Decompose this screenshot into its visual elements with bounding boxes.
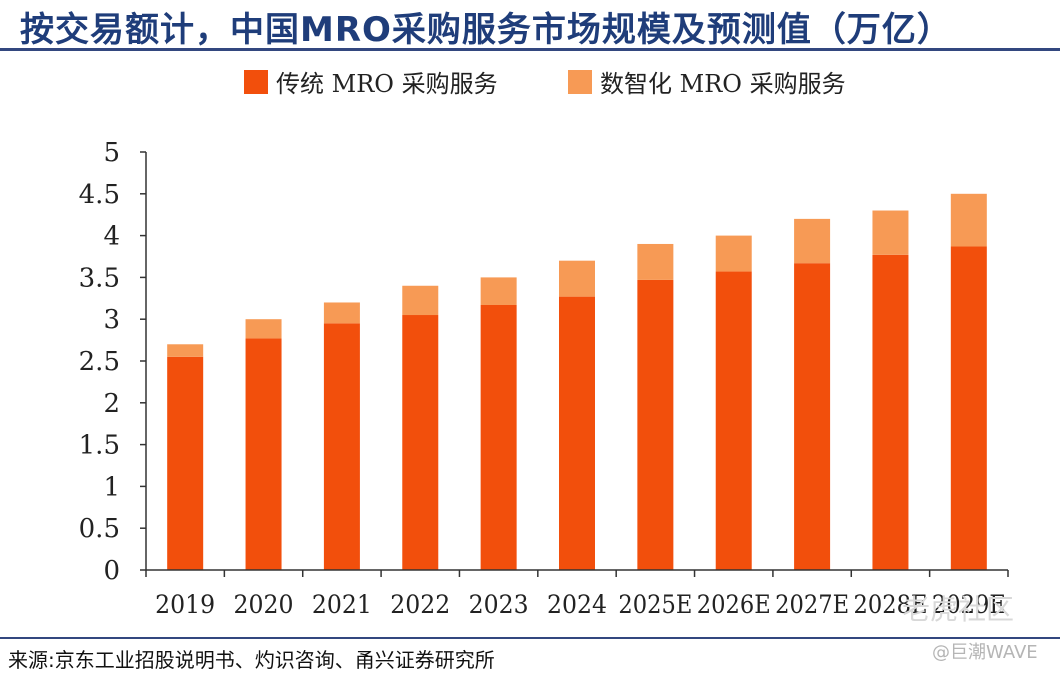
bar-digital-2029E [950,193,987,247]
legend-label-traditional: 传统 MRO 采购服务 [276,70,498,98]
y-tick-label-4: 4 [103,222,120,252]
bar-traditional-2019 [167,356,204,570]
bar-digital-2019 [167,344,204,357]
bar-digital-2020 [245,319,282,339]
bar-traditional-2022 [402,315,439,570]
bar-traditional-2020 [245,338,282,570]
bar-traditional-2025E [637,279,674,570]
bar-digital-2023 [480,277,517,305]
y-tick-label-2.5: 2.5 [79,347,120,377]
legend-label-digital: 数智化 MRO 采购服务 [600,70,846,98]
bar-digital-2025E [637,243,674,280]
footer-rule [0,637,1060,639]
y-tick-label-3: 3 [103,305,120,335]
x-tick-label-2019: 2019 [155,590,215,619]
y-tick-label-0: 0 [103,556,120,586]
legend-item-traditional: 传统 MRO 采购服务 [244,64,498,99]
x-tick-label-2027E: 2027E [775,590,849,619]
bar-digital-2024 [559,260,595,297]
bar-digital-2027E [794,218,831,264]
stacked-bar-chart: 0 0.5 1 1.5 2 2.5 3 3.5 4 4.5 5 2019 2020 2021 2022 202… [79,138,1009,619]
source-note: 来源:京东工业招股说明书、灼识咨询、甬兴证券研究所 [8,648,495,672]
y-tick-label-2: 2 [103,389,120,419]
x-tick-label-2024: 2024 [547,590,607,619]
legend-item-digital: 数智化 MRO 采购服务 [568,64,846,99]
bar-traditional-2023 [480,304,517,570]
watermark: @巨潮WAVE [932,642,1038,663]
legend-swatch-digital [568,69,592,94]
bar-traditional-2028E [872,254,909,570]
bar-traditional-2027E [794,263,831,570]
x-tick-label-2028E: 2028E [853,590,927,619]
watermark-logo-text: 老虎社区 [902,593,1015,626]
page-title: 按交易额计，中国MRO采购服务市场规模及预测值（万亿） [20,10,952,50]
x-tick-label-2023: 2023 [469,590,529,619]
y-tick-label-0.5: 0.5 [79,514,120,544]
x-tick-label-2029E: 2029E [932,590,1006,619]
chart-legend: 传统 MRO 采购服务 数智化 MRO 采购服务 [0,64,1060,98]
y-tick-label-1.5: 1.5 [79,431,120,461]
x-tick-label-2025E: 2025E [618,590,692,619]
x-tick-label-2020: 2020 [234,590,294,619]
bar-digital-2028E [872,210,909,255]
bar-digital-2026E [715,235,752,272]
y-tick-label-3.5: 3.5 [79,263,120,293]
bar-digital-2021 [323,302,360,324]
bar-digital-2022 [402,285,439,316]
bar-traditional-2024 [559,296,595,570]
legend-swatch-traditional [244,69,268,94]
x-tick-label-2021: 2021 [312,590,372,619]
y-tick-label-5: 5 [103,138,120,168]
title-underline [0,48,1060,51]
y-tick-label-1: 1 [103,472,120,502]
y-tick-label-4.5: 4.5 [79,180,120,210]
x-tick-label-2026E: 2026E [697,590,771,619]
bar-traditional-2026E [715,271,752,570]
x-tick-label-2022: 2022 [390,590,450,619]
bar-traditional-2021 [323,323,360,570]
bar-traditional-2029E [950,246,987,570]
